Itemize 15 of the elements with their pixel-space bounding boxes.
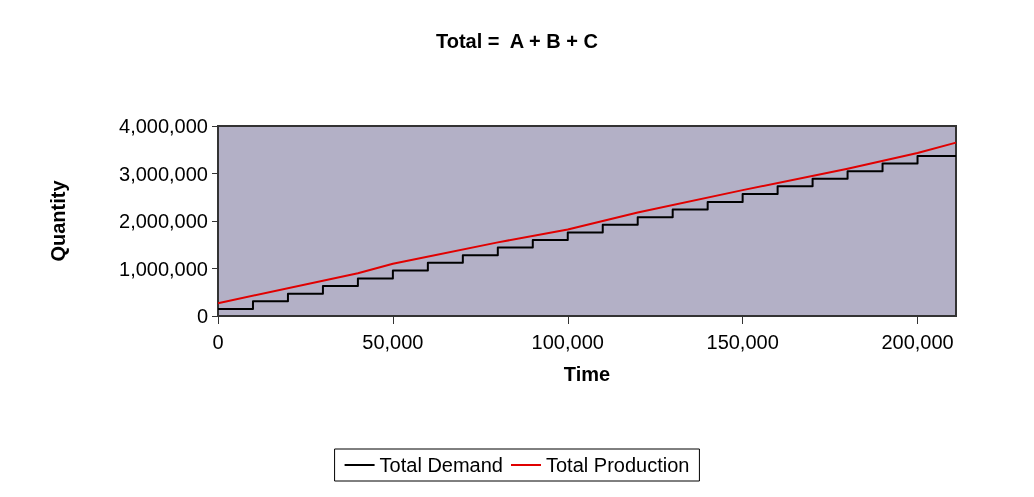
y-axis-title: Quantity xyxy=(47,179,69,262)
y-tick-label: 4,000,000 xyxy=(119,115,208,137)
x-tick-label: 0 xyxy=(212,331,224,353)
y-tick-label: 2,000,000 xyxy=(119,210,208,232)
legend-label: Total Demand xyxy=(379,454,503,476)
y-tick-label: 1,000,000 xyxy=(119,257,208,280)
x-tick-label: 150,000 xyxy=(706,331,779,353)
y-tick-label: 3,000,000 xyxy=(119,162,208,185)
y-tick-label: 0 xyxy=(196,305,208,327)
x-tick-label: 200,000 xyxy=(881,331,954,353)
legend-label: Total Production xyxy=(545,454,690,476)
x-tick-label: 100,000 xyxy=(531,331,604,353)
x-tick-label: 50,000 xyxy=(362,331,424,353)
x-axis-title: Time xyxy=(563,363,611,385)
chart-title: Total = A + B + C xyxy=(435,30,599,52)
